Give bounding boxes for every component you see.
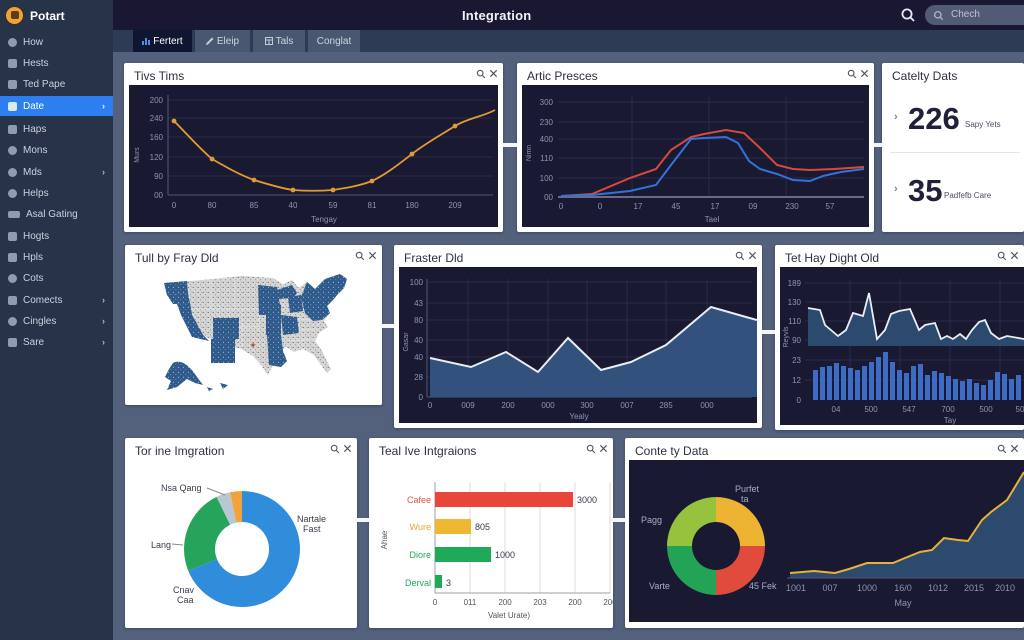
svg-text:ta: ta [741, 494, 749, 504]
svg-text:Tengay: Tengay [311, 215, 337, 224]
svg-text:Valet Urate): Valet Urate) [488, 611, 530, 620]
svg-text:12: 12 [792, 376, 801, 385]
svg-text:300: 300 [540, 98, 554, 107]
svg-text:805: 805 [475, 522, 490, 532]
svg-text:700: 700 [941, 405, 955, 414]
svg-text:04: 04 [832, 405, 841, 414]
svg-text:Cnav: Cnav [173, 585, 195, 595]
svg-text:200: 200 [150, 96, 164, 105]
svg-text:200: 200 [568, 598, 582, 607]
svg-text:45: 45 [672, 202, 681, 211]
svg-text:0: 0 [433, 598, 438, 607]
svg-text:180: 180 [405, 201, 419, 210]
svg-text:200: 200 [498, 598, 512, 607]
svg-text:Fast: Fast [303, 524, 321, 534]
svg-text:500: 500 [979, 405, 993, 414]
svg-text:160: 160 [150, 133, 164, 142]
svg-text:500: 500 [864, 405, 878, 414]
svg-text:400: 400 [540, 135, 554, 144]
svg-text:23: 23 [792, 356, 801, 365]
svg-text:57: 57 [826, 202, 835, 211]
svg-text:59: 59 [329, 201, 338, 210]
svg-text:1000: 1000 [857, 583, 877, 593]
svg-text:43: 43 [414, 299, 423, 308]
svg-text:0: 0 [797, 396, 802, 405]
svg-text:1012: 1012 [928, 583, 948, 593]
svg-text:200: 200 [603, 598, 613, 607]
svg-text:2010: 2010 [995, 583, 1015, 593]
svg-text:00: 00 [154, 191, 163, 200]
svg-text:011: 011 [464, 598, 477, 607]
svg-text:230: 230 [540, 118, 554, 127]
svg-text:3000: 3000 [577, 495, 597, 505]
svg-text:Nsa Qang: Nsa Qang [161, 483, 202, 493]
svg-text:Reyvls: Reyvls [783, 326, 790, 348]
svg-text:230: 230 [785, 202, 799, 211]
svg-text:Tay: Tay [944, 416, 956, 425]
svg-text:007: 007 [620, 401, 634, 410]
svg-text:90: 90 [154, 172, 163, 181]
svg-text:100: 100 [540, 174, 554, 183]
svg-text:130: 130 [788, 298, 802, 307]
svg-text:09: 09 [749, 202, 758, 211]
svg-text:40: 40 [289, 201, 298, 210]
svg-text:009: 009 [461, 401, 475, 410]
svg-text:Tael: Tael [705, 215, 720, 224]
svg-text:1000: 1000 [495, 550, 515, 560]
svg-text:203: 203 [533, 598, 547, 607]
svg-text:May: May [894, 598, 912, 608]
svg-text:Wure: Wure [410, 522, 431, 532]
svg-text:Lang: Lang [151, 540, 171, 550]
svg-text:007: 007 [822, 583, 837, 593]
svg-text:0: 0 [598, 202, 603, 211]
svg-text:Caa: Caa [177, 595, 194, 605]
svg-text:1001: 1001 [786, 583, 806, 593]
svg-text:Yealy: Yealy [569, 412, 588, 421]
svg-text:120: 120 [150, 153, 164, 162]
svg-text:Purfet: Purfet [735, 484, 760, 494]
svg-text:209: 209 [448, 201, 462, 210]
svg-text:00: 00 [544, 193, 553, 202]
svg-text:Diore: Diore [409, 550, 431, 560]
svg-text:Cafee: Cafee [407, 495, 431, 505]
svg-text:50: 50 [1016, 405, 1024, 414]
svg-text:200: 200 [501, 401, 515, 410]
svg-text:17: 17 [634, 202, 643, 211]
svg-text:189: 189 [788, 279, 802, 288]
svg-text:Ahae: Ahae [380, 530, 389, 549]
svg-text:3: 3 [446, 578, 451, 588]
svg-text:16/0: 16/0 [894, 583, 912, 593]
svg-text:300: 300 [580, 401, 594, 410]
svg-text:0: 0 [172, 201, 177, 210]
svg-text:85: 85 [250, 201, 259, 210]
svg-text:Varte: Varte [649, 581, 670, 591]
svg-text:000: 000 [541, 401, 555, 410]
svg-text:0: 0 [419, 393, 424, 402]
svg-text:Murs: Murs [134, 147, 141, 163]
svg-text:100: 100 [410, 278, 424, 287]
svg-text:2015: 2015 [964, 583, 984, 593]
svg-text:90: 90 [792, 336, 801, 345]
svg-text:Nartale: Nartale [297, 514, 326, 524]
svg-text:40: 40 [414, 336, 423, 345]
svg-text:110: 110 [788, 317, 801, 326]
svg-text:0: 0 [428, 401, 433, 410]
svg-text:110: 110 [540, 154, 553, 163]
svg-text:81: 81 [368, 201, 377, 210]
svg-text:45 Fek: 45 Fek [749, 581, 777, 591]
svg-text:000: 000 [700, 401, 714, 410]
svg-text:80: 80 [208, 201, 217, 210]
svg-text:Pagg: Pagg [641, 515, 662, 525]
svg-text:28: 28 [414, 373, 423, 382]
svg-text:0: 0 [559, 202, 564, 211]
svg-text:Nimn: Nimn [526, 145, 533, 161]
svg-text:547: 547 [902, 405, 916, 414]
svg-text:80: 80 [414, 316, 423, 325]
svg-text:17: 17 [711, 202, 720, 211]
svg-text:240: 240 [150, 114, 164, 123]
svg-text:40: 40 [414, 353, 423, 362]
svg-text:Derval: Derval [405, 578, 431, 588]
svg-text:285: 285 [659, 401, 673, 410]
svg-text:Gasar: Gasar [403, 332, 410, 352]
